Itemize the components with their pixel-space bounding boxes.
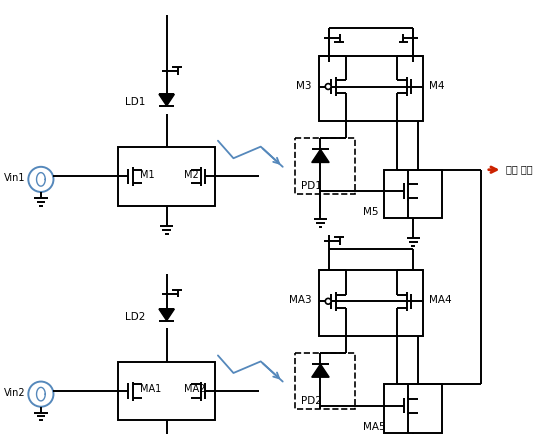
Text: 전류 출력: 전류 출력 [506,164,533,174]
Bar [320,56,423,121]
Text: MA5: MA5 [363,422,386,432]
Text: MA1: MA1 [140,384,161,394]
Text: Vin1: Vin1 [4,173,25,183]
Polygon shape [159,309,175,321]
Circle shape [325,299,331,304]
Text: M1: M1 [140,169,154,179]
Text: LD1: LD1 [125,97,146,107]
Text: MA4: MA4 [429,295,452,305]
Text: M3: M3 [296,81,312,90]
Text: Vin2: Vin2 [4,388,25,398]
Text: LD2: LD2 [125,312,146,322]
Circle shape [325,84,331,90]
Text: PD1: PD1 [301,181,322,191]
Bar [118,362,215,420]
Bar [295,138,355,194]
Polygon shape [159,94,175,106]
Polygon shape [312,149,329,162]
Bar [118,147,215,206]
Text: M4: M4 [429,81,444,90]
Polygon shape [312,364,329,377]
Text: M2: M2 [184,169,199,179]
Text: PD2: PD2 [301,396,322,406]
Text: MA3: MA3 [289,295,312,305]
Bar [320,270,423,336]
Bar [384,385,442,433]
Text: MA2: MA2 [184,384,206,394]
Bar [295,352,355,409]
Text: M5: M5 [363,207,379,217]
Bar [384,170,442,218]
